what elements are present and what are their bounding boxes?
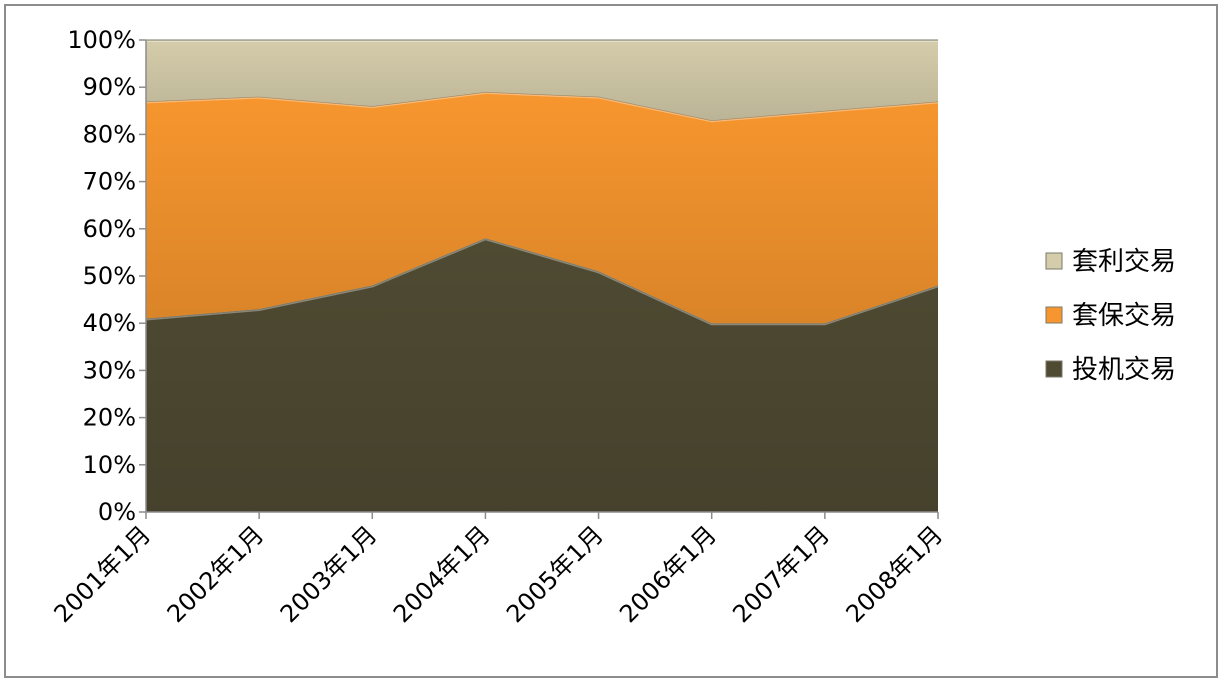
y-tick-group: 0% 10% 20% 30% 40% 50% 60% 70% 80% 90% 100%: [67, 26, 146, 526]
legend-swatch: [1045, 252, 1063, 270]
y-tick-label: 50%: [83, 262, 136, 290]
legend-label: 投机交易: [1072, 355, 1176, 385]
y-tick-label: 90%: [83, 73, 136, 101]
legend-swatch: [1045, 306, 1063, 324]
x-tick-label: 2003年1月: [275, 520, 383, 628]
y-tick-label: 20%: [83, 404, 136, 432]
area-shade-2: [146, 40, 938, 121]
y-tick-label: 80%: [83, 120, 136, 148]
y-tick-label: 10%: [83, 451, 136, 479]
x-tick-label: 2005年1月: [501, 520, 609, 628]
x-tick-label: 2001年1月: [49, 520, 157, 628]
y-tick-label: 100%: [67, 26, 136, 54]
y-tick-label: 60%: [83, 215, 136, 243]
area-shade-1: [146, 91, 938, 324]
y-tick-label: 70%: [83, 168, 136, 196]
x-tick-label: 2008年1月: [841, 520, 949, 628]
x-tick-label: 2006年1月: [614, 520, 722, 628]
x-tick-label: 2004年1月: [388, 520, 496, 628]
x-tick-label: 2007年1月: [727, 520, 835, 628]
legend-swatch: [1045, 360, 1063, 378]
legend-label: 套保交易: [1072, 301, 1176, 331]
area-shade-0: [146, 238, 938, 512]
area-series-group: [145, 38, 939, 512]
y-tick-label: 40%: [83, 309, 136, 337]
y-tick-label: 0%: [98, 498, 136, 526]
legend-label: 套利交易: [1072, 247, 1176, 277]
x-tick-label: 2002年1月: [162, 520, 270, 628]
y-tick-label: 30%: [83, 356, 136, 384]
x-tick-group: 2001年1月 2002年1月 2003年1月 2004年1月 2005年1月 2006年…: [49, 512, 949, 628]
